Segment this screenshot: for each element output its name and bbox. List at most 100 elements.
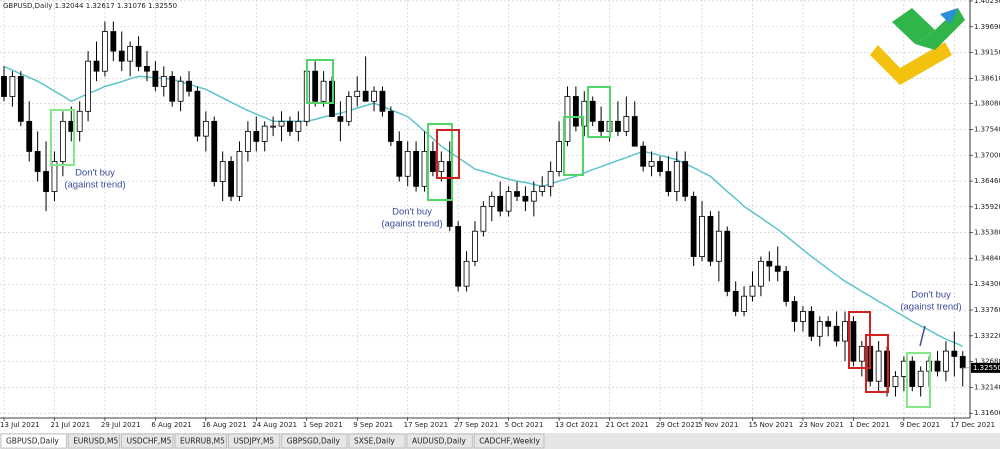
tab-label[interactable]: USDCHF,M5 [127,437,172,446]
candle-body [648,161,655,167]
candle-body [480,205,487,232]
candle-body [505,191,512,212]
x-tick-label: 24 Aug 2021 [252,421,297,429]
candle-body [623,116,630,132]
tab[interactable] [67,433,120,449]
tab-label[interactable]: USDJPY,M5 [233,437,274,446]
y-tick-label: 1.40230 [974,0,1000,5]
tab[interactable] [473,433,545,449]
candle-body [219,161,226,182]
candle-body [362,90,369,102]
tab[interactable] [228,433,281,449]
tab[interactable] [406,433,473,449]
logo-shape [940,8,958,24]
x-tick-label: 21 Jul 2021 [50,421,90,429]
candle-body [26,120,33,152]
candle-body [572,96,579,127]
box [50,109,75,166]
x-tick-label: 16 Aug 2021 [202,421,247,429]
y-tick-label: 1.38610 [974,74,1000,82]
candle-body [598,120,605,132]
candle-body [875,350,882,382]
y-tick-label: 1.36460 [974,177,1000,185]
candle-body [345,96,352,122]
candle-body [673,161,680,192]
y-tick-label: 1.32140 [974,383,1000,391]
candle-body [833,325,840,342]
candle-body [842,321,848,342]
candle-body [186,80,192,92]
last-price-box [971,362,1000,373]
tab[interactable] [121,433,174,449]
annotation-boxes [50,59,931,408]
y-tick-label: 1.37000 [974,151,1000,159]
candle-body [261,125,268,142]
candle-body [93,60,100,72]
candle-body [741,295,747,312]
candle-body [194,90,201,137]
annotations: Don't buy(against trend)Don't buy(agains… [64,168,961,313]
candle-body [564,96,571,142]
candle-body [783,270,790,302]
candle-body [135,45,142,67]
box [848,311,871,369]
y-tick-label: 1.39690 [974,23,1000,31]
candle-body [127,45,134,62]
pointer [919,325,926,347]
annotation: (against trend) [64,180,125,191]
tab-label[interactable]: GBPSGD,Daily [287,437,341,446]
candle-body [758,260,764,287]
tab-label[interactable]: EURRUB,M5 [180,437,225,446]
candle-body [152,70,159,87]
candle-body [522,195,529,202]
box [563,116,584,176]
candle-body [118,50,125,62]
candle-body [892,376,899,387]
x-tick-label: 13 Jul 2021 [0,421,40,429]
tab-label[interactable]: CADCHF,Weekly [479,437,540,446]
tab-label[interactable]: AUDUSD,Daily [412,437,466,446]
candle-body [430,151,436,172]
candle-body [539,185,546,192]
candle-body [900,360,907,377]
candle-body [615,120,621,132]
candle-body [160,76,167,87]
tab-label[interactable]: EURUSD,M5 [73,437,118,446]
chart-title: GBPUSD,Daily 1.32044 1.32617 1.31076 1.3… [3,2,177,10]
x-tick-label: 9 Dec 2021 [900,421,940,429]
y-tick-label: 1.35920 [974,203,1000,211]
candle-body [732,291,739,312]
candle-body [413,151,419,187]
y-tick-label: 1.32680 [974,358,1000,366]
candle-body [472,230,478,262]
tab-label[interactable]: GBPUSD,Daily [6,437,59,446]
candle-body [396,141,403,177]
tab[interactable] [174,433,227,449]
candle-body [488,195,495,207]
logo-shape [892,8,935,44]
box [906,352,931,408]
candle-body [43,171,49,192]
candle-body [287,120,293,132]
tab-label[interactable]: SXSE,Daily [354,437,395,446]
candle-body [110,31,117,52]
candle-body [934,360,941,372]
annotation: Don't buy [75,168,115,179]
candle-body [816,321,823,337]
tab[interactable] [0,433,67,449]
box [306,59,334,104]
tab[interactable] [348,433,406,449]
candle-body [144,66,150,72]
x-tick-label: 29 Jul 2021 [101,421,141,429]
last-price-label: 1.32550 [973,364,1000,372]
candle-body [665,171,672,192]
y-tick-label: 1.31600 [974,409,1000,417]
tab[interactable] [281,433,348,449]
candle-body [951,350,958,357]
tabs: GBPUSD,Daily EURUSD,M5 USDCHF,M5 EURRUB,M5 U… [0,433,545,449]
candle-body [387,110,394,142]
candle-body [9,76,16,97]
candle-body [236,151,243,197]
box [436,129,460,179]
